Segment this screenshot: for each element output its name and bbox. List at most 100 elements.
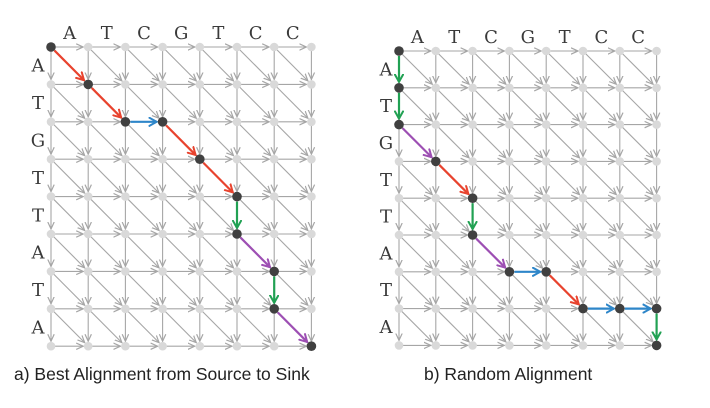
panel-b-caption: b) Random Alignment bbox=[424, 364, 593, 384]
grid-node bbox=[307, 192, 316, 201]
grid-edge bbox=[475, 311, 505, 341]
grid-node bbox=[269, 192, 279, 201]
grid-node bbox=[505, 157, 514, 166]
grid-edge bbox=[53, 311, 85, 343]
grid-edge bbox=[622, 53, 653, 84]
grid-node bbox=[46, 341, 56, 351]
left-sequence-letter: A bbox=[31, 318, 46, 339]
grid-edge bbox=[585, 311, 616, 341]
grid-edge bbox=[548, 163, 579, 194]
grid-node bbox=[505, 304, 514, 313]
grid-edge bbox=[202, 236, 234, 268]
top-sequence-letter: C bbox=[595, 27, 609, 48]
grid-node bbox=[158, 267, 167, 276]
grid-node bbox=[468, 46, 477, 56]
left-sequence-letter: T bbox=[380, 96, 392, 117]
alignment-path bbox=[394, 46, 661, 351]
grid-edge bbox=[276, 86, 308, 118]
grid-edge bbox=[475, 127, 505, 157]
grid-node bbox=[652, 120, 661, 129]
grid-edge bbox=[585, 53, 616, 84]
grid-edge bbox=[438, 200, 469, 231]
grid-node bbox=[158, 192, 167, 201]
top-sequence-letter: C bbox=[484, 27, 498, 48]
grid-edge bbox=[276, 161, 308, 193]
left-sequence-letter: A bbox=[379, 59, 394, 80]
grid-node bbox=[468, 157, 477, 166]
path-node bbox=[46, 42, 56, 52]
path-node bbox=[431, 156, 441, 167]
grid-edge bbox=[475, 53, 505, 84]
grid-edge bbox=[165, 161, 196, 193]
grid-edge bbox=[53, 124, 85, 156]
grid-edge bbox=[401, 237, 432, 268]
grid-edge bbox=[276, 49, 308, 81]
grid-node bbox=[505, 341, 514, 350]
grid-edge bbox=[622, 127, 653, 157]
grid-node bbox=[431, 193, 441, 203]
grid-edge bbox=[475, 274, 505, 305]
grid-node bbox=[307, 80, 316, 89]
grid-node bbox=[652, 230, 661, 240]
grid-node bbox=[121, 341, 130, 351]
grid-node bbox=[307, 154, 316, 164]
grid-node bbox=[195, 117, 205, 127]
grid-edge bbox=[276, 236, 308, 268]
path-arrow-diagonal-purple bbox=[475, 237, 505, 268]
grid-edge bbox=[202, 273, 234, 305]
grid-node bbox=[578, 83, 588, 93]
grid-node bbox=[83, 267, 93, 276]
grid-node bbox=[46, 267, 56, 276]
path-node bbox=[541, 267, 551, 277]
grid-node bbox=[578, 193, 588, 203]
grid-node bbox=[269, 42, 279, 52]
grid-edge bbox=[585, 90, 616, 121]
left-sequence-letter: A bbox=[379, 317, 394, 338]
grid-node bbox=[615, 341, 625, 350]
grid-edge bbox=[401, 163, 432, 194]
grid-node bbox=[121, 154, 130, 164]
top-sequence-letter: T bbox=[101, 23, 113, 44]
grid-node bbox=[541, 230, 551, 240]
grid-node bbox=[46, 80, 56, 89]
grid-node bbox=[269, 117, 279, 127]
grid-edge bbox=[90, 161, 122, 193]
left-sequence-letter: T bbox=[32, 205, 44, 226]
left-sequence-letter: T bbox=[380, 280, 392, 301]
grid-edge bbox=[53, 199, 85, 230]
grid-node bbox=[468, 267, 477, 277]
grid-edge bbox=[165, 311, 196, 343]
grid-node bbox=[505, 193, 514, 203]
grid-edge bbox=[239, 273, 271, 305]
grid-node bbox=[307, 117, 316, 127]
grid-edge bbox=[511, 90, 542, 121]
grid-edge bbox=[90, 273, 122, 305]
grid-edge bbox=[401, 311, 432, 341]
grid-node bbox=[232, 117, 242, 127]
grid-node bbox=[652, 157, 661, 166]
grid-node bbox=[121, 267, 130, 276]
grid-node bbox=[431, 46, 441, 56]
left-sequence-letter: T bbox=[380, 207, 392, 228]
grid-node bbox=[541, 193, 551, 203]
grid-node bbox=[195, 267, 205, 276]
grid-node bbox=[158, 341, 167, 351]
grid-edge bbox=[53, 273, 85, 305]
path-node bbox=[195, 154, 205, 164]
grid-edge bbox=[548, 237, 579, 268]
grid-edge bbox=[127, 49, 159, 81]
top-sequence-letter: A bbox=[410, 27, 425, 48]
grid-edges bbox=[399, 51, 657, 345]
path-node bbox=[578, 303, 588, 314]
path-node bbox=[269, 304, 280, 314]
grid-node bbox=[83, 341, 93, 351]
grid-node bbox=[431, 83, 441, 93]
grid-node bbox=[158, 154, 167, 164]
grid-node bbox=[195, 341, 205, 351]
grid-node bbox=[121, 80, 130, 89]
grid-edge bbox=[165, 273, 196, 305]
grid-edge bbox=[202, 86, 234, 118]
grid-node bbox=[269, 80, 279, 89]
grid-edge bbox=[511, 200, 542, 231]
